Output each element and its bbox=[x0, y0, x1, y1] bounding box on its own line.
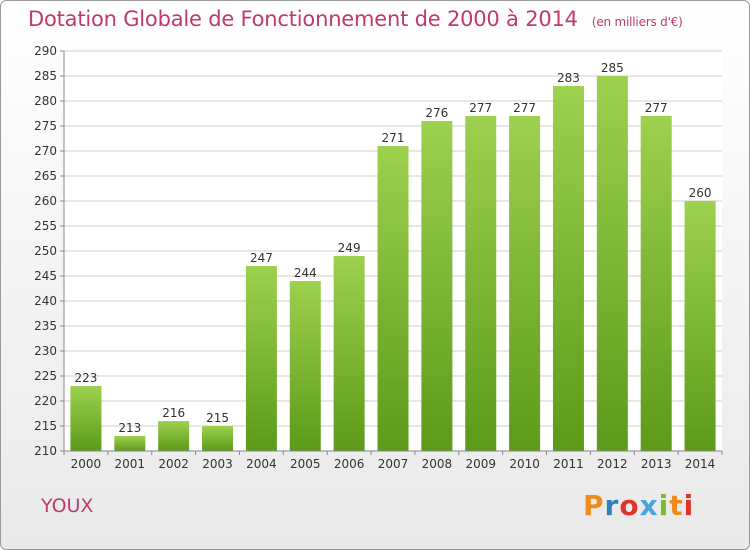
y-tick-label: 245 bbox=[34, 269, 57, 283]
bar-2003[interactable] bbox=[202, 426, 234, 451]
y-tick-label: 235 bbox=[34, 319, 57, 333]
y-tick-label: 280 bbox=[34, 94, 57, 108]
x-tick-label-2012: 2012 bbox=[597, 457, 628, 471]
x-tick-label-2001: 2001 bbox=[115, 457, 146, 471]
value-label-2012: 285 bbox=[601, 61, 624, 75]
y-tick-label: 225 bbox=[34, 369, 57, 383]
x-tick-label-2008: 2008 bbox=[422, 457, 453, 471]
y-tick-label: 220 bbox=[34, 394, 57, 408]
logo-letter: t bbox=[669, 489, 684, 522]
bar-2011[interactable] bbox=[552, 86, 584, 451]
logo-letter: x bbox=[639, 489, 659, 522]
y-tick-label: 240 bbox=[34, 294, 57, 308]
bar-2014[interactable] bbox=[684, 201, 716, 451]
value-label-2000: 223 bbox=[74, 371, 97, 385]
chart-unit: (en milliers d'€) bbox=[591, 15, 683, 29]
y-tick-label: 275 bbox=[34, 119, 57, 133]
value-label-2007: 271 bbox=[382, 131, 405, 145]
bar-2012[interactable] bbox=[596, 76, 628, 451]
y-tick-label: 260 bbox=[34, 194, 57, 208]
bar-2000[interactable] bbox=[70, 386, 102, 451]
x-axis-ticks bbox=[63, 451, 723, 455]
y-tick-label: 215 bbox=[34, 419, 57, 433]
value-label-2011: 283 bbox=[557, 71, 580, 85]
value-label-2004: 247 bbox=[250, 251, 273, 265]
value-label-2009: 277 bbox=[469, 101, 492, 115]
value-label-2005: 244 bbox=[294, 266, 317, 280]
bars: 223 213 216 215 247 244 249 271 276 277 277 283 285 2… bbox=[70, 61, 716, 451]
logo-letter: i bbox=[683, 489, 695, 522]
x-tick-label-2000: 2000 bbox=[71, 457, 102, 471]
logo-letter: o bbox=[619, 489, 640, 522]
value-label-2006: 249 bbox=[338, 241, 361, 255]
y-tick-label: 210 bbox=[34, 444, 57, 458]
x-tick-label-2003: 2003 bbox=[202, 457, 233, 471]
value-label-2002: 216 bbox=[162, 406, 185, 420]
bar-2006[interactable] bbox=[333, 256, 365, 451]
value-label-2001: 213 bbox=[118, 421, 141, 435]
value-label-2014: 260 bbox=[689, 186, 712, 200]
y-tick-label: 250 bbox=[34, 244, 57, 258]
x-tick-label-2007: 2007 bbox=[378, 457, 409, 471]
logo-letter: i bbox=[658, 489, 670, 522]
logo-letter: r bbox=[604, 489, 620, 522]
x-axis-labels: 2000 2001 2002 2003 2004 2005 2006 2007 2008 2009… bbox=[71, 457, 716, 471]
bar-2008[interactable] bbox=[421, 121, 453, 451]
value-label-2003: 215 bbox=[206, 411, 229, 425]
x-tick-label-2009: 2009 bbox=[465, 457, 496, 471]
chart-title-text: Dotation Globale de Fonctionnement de 20… bbox=[28, 7, 578, 31]
bar-2007[interactable] bbox=[377, 146, 409, 451]
bar-2013[interactable] bbox=[640, 116, 672, 451]
bar-2002[interactable] bbox=[158, 421, 190, 451]
y-tick-label: 270 bbox=[34, 144, 57, 158]
bar-2001[interactable] bbox=[114, 436, 146, 451]
y-tick-label: 265 bbox=[34, 169, 57, 183]
x-tick-label-2005: 2005 bbox=[290, 457, 321, 471]
commune-name: YOUX bbox=[41, 495, 94, 517]
bar-2005[interactable] bbox=[289, 281, 321, 451]
x-tick-label-2010: 2010 bbox=[509, 457, 540, 471]
value-label-2010: 277 bbox=[513, 101, 536, 115]
bar-2004[interactable] bbox=[245, 266, 277, 451]
y-axis-labels: 210 215 220 225 230 235 240 245 250 255 260 265 270 2… bbox=[34, 44, 64, 458]
y-tick-label: 255 bbox=[34, 219, 57, 233]
chart-title: Dotation Globale de Fonctionnement de 20… bbox=[28, 7, 683, 31]
y-tick-label: 285 bbox=[34, 69, 57, 83]
y-tick-label: 290 bbox=[34, 44, 57, 58]
x-tick-label-2006: 2006 bbox=[334, 457, 365, 471]
x-tick-label-2011: 2011 bbox=[553, 457, 584, 471]
proxiti-logo[interactable]: Proxiti bbox=[583, 489, 694, 522]
value-label-2013: 277 bbox=[645, 101, 668, 115]
value-label-2008: 276 bbox=[425, 106, 448, 120]
x-tick-label-2014: 2014 bbox=[685, 457, 716, 471]
x-tick-label-2013: 2013 bbox=[641, 457, 672, 471]
x-tick-label-2004: 2004 bbox=[246, 457, 277, 471]
bar-2010[interactable] bbox=[509, 116, 541, 451]
bar-2009[interactable] bbox=[465, 116, 497, 451]
x-tick-label-2002: 2002 bbox=[158, 457, 189, 471]
y-tick-label: 230 bbox=[34, 344, 57, 358]
logo-letter: P bbox=[583, 489, 605, 522]
